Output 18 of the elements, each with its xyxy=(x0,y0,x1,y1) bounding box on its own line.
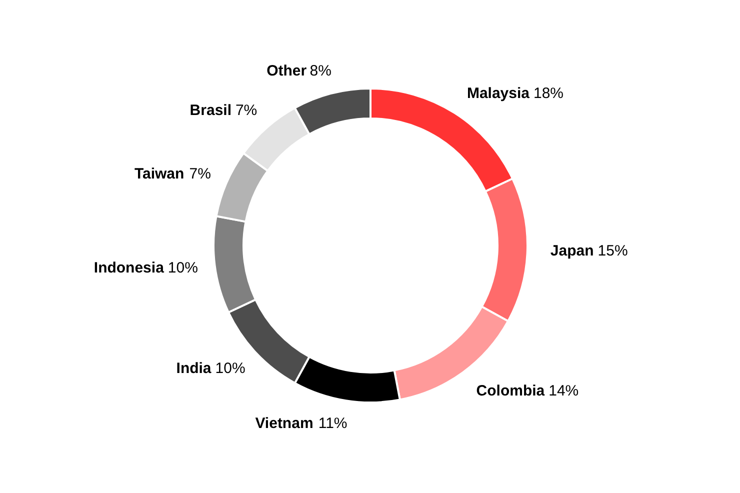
data-label: 10% xyxy=(215,360,246,378)
data-label: 14% xyxy=(548,382,579,400)
slice-label: Indonesia xyxy=(94,260,165,277)
slice-label: Brasil xyxy=(190,102,232,119)
data-label: 11% xyxy=(318,414,348,432)
data-label: 7% xyxy=(189,166,211,183)
data-label: 10% xyxy=(168,260,198,277)
slice-label: India xyxy=(176,360,212,378)
data-label: 18% xyxy=(533,85,564,102)
slice-label: Other xyxy=(266,62,307,80)
data-label: 8% xyxy=(310,62,332,80)
slice-label: Colombia xyxy=(476,382,546,400)
slice-label: Japan xyxy=(550,242,594,260)
data-label: 15% xyxy=(598,242,628,260)
slice-label: Vietnam xyxy=(255,414,314,432)
slice-label: Malaysia xyxy=(466,85,530,102)
data-label: 7% xyxy=(235,102,258,119)
slice-label: Taiwan xyxy=(134,166,184,183)
